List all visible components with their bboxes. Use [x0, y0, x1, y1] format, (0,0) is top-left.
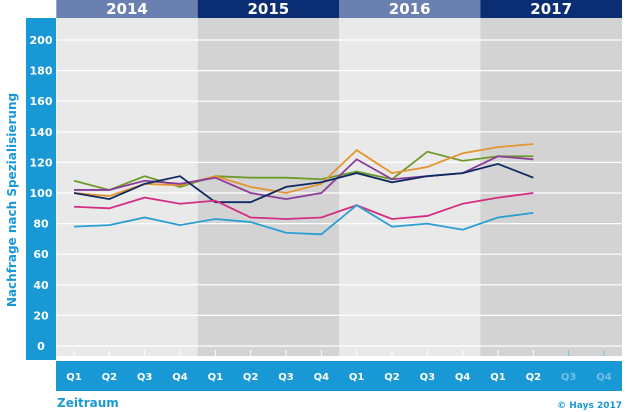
year-band-2017 [480, 18, 622, 356]
series-green [73, 150, 534, 191]
y-tick-label: 20 [33, 309, 49, 322]
year-label: 2016 [389, 0, 431, 18]
x-tick-label: Q4 [172, 372, 188, 383]
year-band-2016 [339, 18, 481, 356]
year-label: 2015 [247, 0, 289, 18]
y-tick-label: 160 [30, 95, 53, 108]
y-tick-label: 80 [33, 218, 49, 231]
x-tick-label: Q1 [208, 372, 224, 383]
year-headers: 2014 2015 2016 2017 [56, 0, 622, 18]
y-tick-label: 200 [30, 34, 53, 47]
year-band-2015 [197, 18, 339, 356]
x-tick-label: Q2 [102, 372, 118, 383]
year-band-2014 [56, 18, 198, 356]
x-axis-title: Zeitraum [57, 396, 119, 410]
x-tick-label: Q4 [455, 372, 471, 383]
year-label: 2014 [106, 0, 148, 18]
year-header-2016 [339, 0, 481, 18]
x-axis-bar [56, 361, 622, 391]
credit-label: © Hays 2017 [557, 401, 622, 411]
series-pink [73, 192, 534, 220]
y-axis-bar [26, 18, 56, 360]
x-tick-label: Q2 [243, 372, 259, 383]
x-tick-label: Q2 [526, 372, 542, 383]
x-tick-label: Q1 [349, 372, 365, 383]
x-tick-label: Q1 [490, 372, 506, 383]
y-tick-label: 180 [30, 65, 53, 78]
x-tick-label: Q2 [384, 372, 400, 383]
y-tick-label: 60 [33, 248, 49, 261]
y-tick-label: 40 [33, 279, 49, 292]
series-orange [73, 143, 534, 197]
y-tick-label: 120 [30, 156, 53, 169]
x-tick-label: Q1 [66, 372, 82, 383]
x-tick-label: Q3 [137, 372, 153, 383]
year-bands [56, 18, 622, 356]
x-tick-labels: Q1 Q2 Q3 Q4 Q1 Q2 Q3 Q4 Q1 Q2 Q3 Q4 Q1 Q2 Q3 Q4 [66, 350, 612, 383]
x-tick-label: Q3 [278, 372, 294, 383]
y-tick-labels: 0 20 40 60 80 100 120 140 160 180 200 [30, 34, 53, 353]
x-tick-label: Q3 [561, 372, 577, 383]
year-header-2017 [480, 0, 622, 18]
x-tick-label: Q3 [420, 372, 436, 383]
y-tick-label: 100 [30, 187, 53, 200]
y-axis-title: Nachfrage nach Spezialisierung [5, 93, 19, 307]
year-header-2014 [56, 0, 198, 18]
x-tick-label: Q4 [596, 372, 612, 383]
y-tick-label: 140 [30, 126, 53, 139]
series-navy [73, 162, 534, 204]
series-cyan [73, 204, 534, 236]
year-label: 2017 [530, 0, 572, 18]
series-lines [73, 143, 534, 236]
x-tick-label: Q4 [314, 372, 330, 383]
year-header-2015 [197, 0, 339, 18]
y-tick-label: 0 [37, 340, 45, 353]
